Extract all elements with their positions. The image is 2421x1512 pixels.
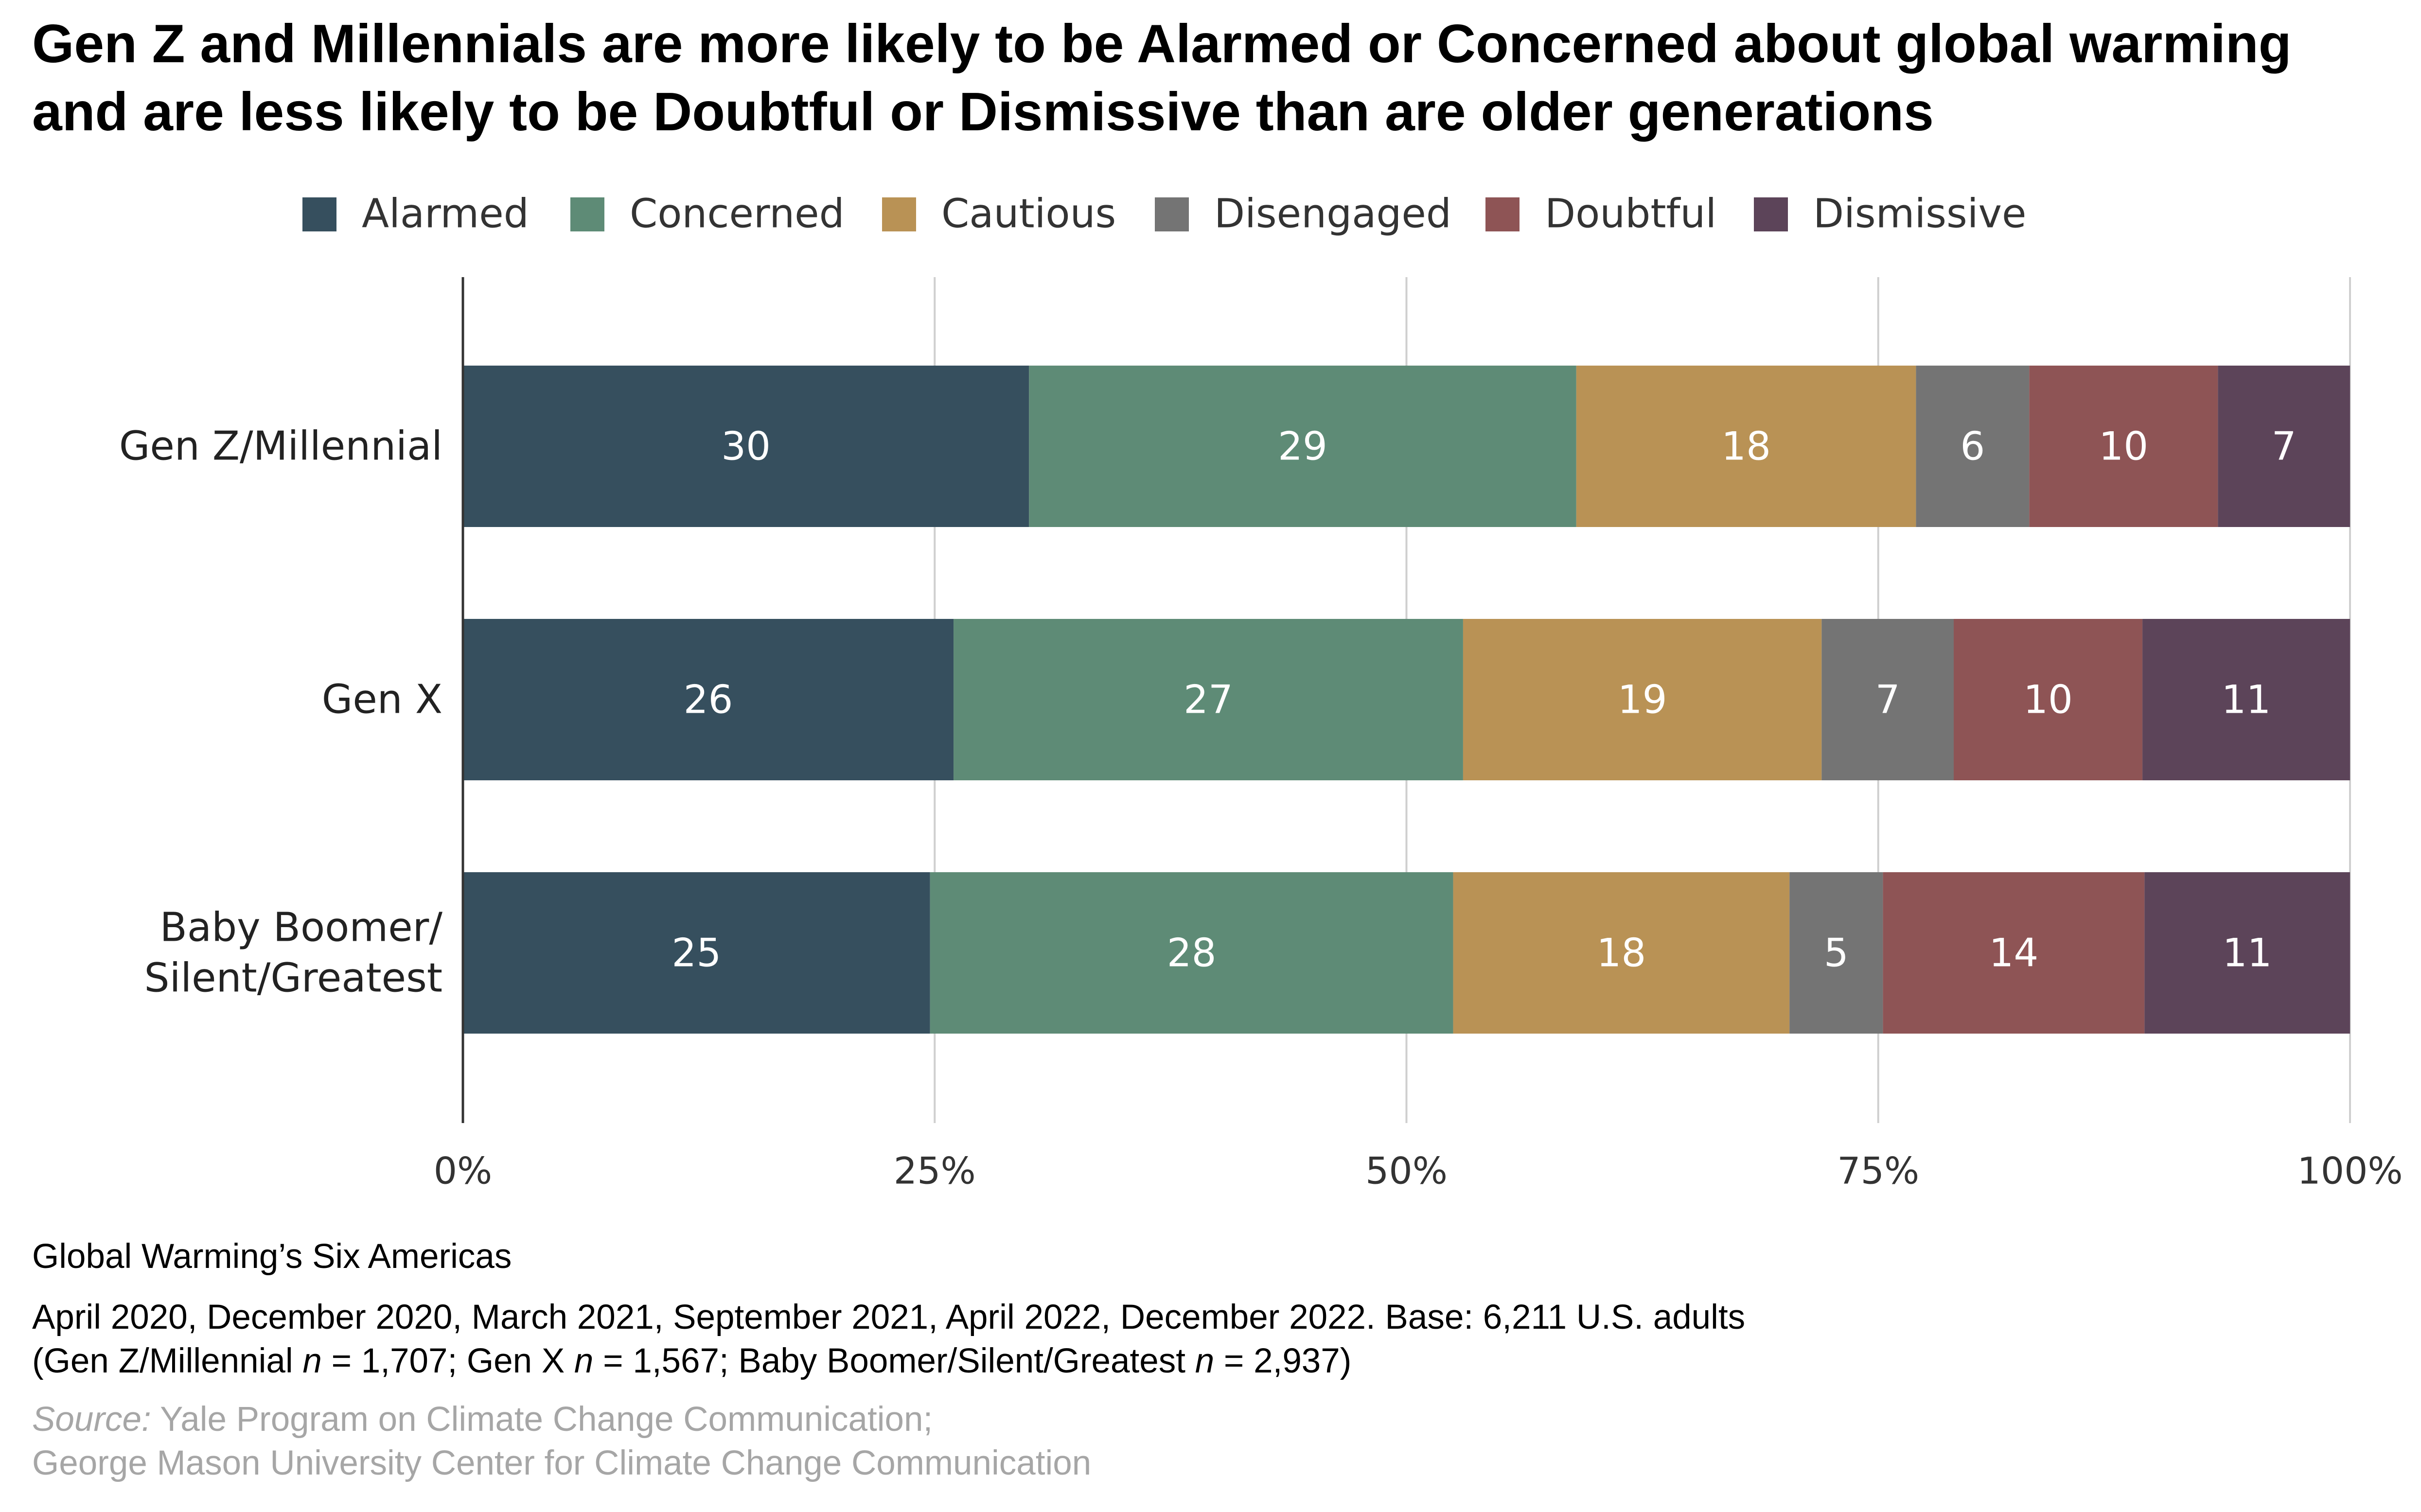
data-label: 10 — [2023, 677, 2073, 722]
data-label: 27 — [1184, 677, 1233, 722]
data-label: 7 — [1875, 677, 1900, 722]
bar-segment-concerned — [930, 872, 1453, 1034]
legend-label-disengaged: Disengaged — [1214, 191, 1451, 237]
data-label: 18 — [1596, 931, 1646, 976]
bar-segment-dismissive — [2142, 619, 2350, 780]
data-label: 14 — [1989, 931, 2038, 976]
legend-swatch-concerned — [570, 197, 604, 231]
legend: Alarmed Concerned Cautious Disengaged Doubtf… — [302, 191, 2027, 237]
data-label: 30 — [721, 424, 771, 469]
legend-label-dismissive: Dismissive — [1813, 191, 2027, 237]
n-symbol: n — [1195, 1342, 1215, 1380]
data-label: 10 — [2099, 424, 2148, 469]
data-label: 18 — [1721, 424, 1771, 469]
data-label: 11 — [2223, 931, 2272, 976]
legend-label-alarmed: Alarmed — [362, 191, 529, 237]
legend-swatch-alarmed — [302, 197, 336, 231]
legend-label-concerned: Concerned — [630, 191, 845, 237]
data-label: 28 — [1167, 931, 1217, 976]
category-label: Silent/Greatest — [144, 955, 442, 1002]
category-label: Gen X — [322, 677, 442, 723]
footer-source-line2: George Mason University Center for Clima… — [32, 1444, 1092, 1482]
chart-area: Alarmed Concerned Cautious Disengaged Doubtf… — [119, 191, 2403, 1193]
bar-segment-disengaged — [1821, 619, 1954, 780]
data-label: 7 — [2272, 424, 2297, 469]
x-tick-label: 100% — [2297, 1149, 2403, 1193]
bar-segment-doubtful — [1883, 872, 2145, 1034]
category-label: Baby Boomer/ — [160, 905, 443, 951]
bar-segment-dismissive — [2218, 366, 2350, 527]
data-label: 26 — [684, 677, 733, 722]
bar-segment-alarmed — [463, 366, 1029, 527]
bar-segment-cautious — [1576, 366, 1916, 527]
data-label: 19 — [1618, 677, 1667, 722]
x-tick-label: 25% — [894, 1149, 976, 1193]
footer-base-part3: = 2,937) — [1214, 1342, 1352, 1380]
bar-segment-disengaged — [1916, 366, 2030, 527]
bar-segment-doubtful — [2029, 366, 2218, 527]
bar-segment-dismissive — [2144, 872, 2350, 1034]
data-label: 5 — [1824, 931, 1849, 976]
category-label: Gen Z/Millennial — [119, 423, 442, 470]
data-label: 29 — [1278, 424, 1327, 469]
bar-segment-alarmed — [463, 619, 954, 780]
x-tick-label: 50% — [1365, 1149, 1448, 1193]
data-label: 6 — [1960, 424, 1985, 469]
bar-segment-concerned — [954, 619, 1463, 780]
legend-swatch-disengaged — [1155, 197, 1189, 231]
data-label: 11 — [2222, 677, 2271, 722]
bars: 30 29 18 6 10 7 Gen Z/Millennial 26 27 19 7 10 11 Gen… — [119, 366, 2350, 1034]
footer-base-prefix: (Gen Z/Millennial — [32, 1342, 303, 1380]
source-label: Source: — [32, 1400, 151, 1439]
footer-base-part2: = 1,567; Baby Boomer/Silent/Greatest — [593, 1342, 1195, 1380]
footer-title: Global Warming’s Six Americas — [32, 1237, 512, 1276]
legend-label-doubtful: Doubtful — [1545, 191, 1716, 237]
legend-swatch-cautious — [882, 197, 916, 231]
n-symbol: n — [574, 1342, 594, 1380]
footer-source-line1: Source: Yale Program on Climate Change C… — [32, 1398, 933, 1442]
legend-swatch-doubtful — [1485, 197, 1520, 231]
bar-segment-cautious — [1463, 619, 1822, 780]
bar-segment-disengaged — [1789, 872, 1883, 1034]
footer-dates: April 2020, December 2020, March 2021, S… — [32, 1298, 1746, 1336]
bar-segment-concerned — [1029, 366, 1576, 527]
x-tick-label: 75% — [1837, 1149, 1919, 1193]
chart-title: Gen Z and Millennials are more likely to… — [32, 14, 2292, 142]
legend-label-cautious: Cautious — [941, 191, 1116, 237]
n-symbol: n — [302, 1342, 322, 1380]
bar-segment-alarmed — [463, 872, 930, 1034]
source-line1-text: Yale Program on Climate Change Communica… — [151, 1400, 933, 1439]
x-tick-label: 0% — [434, 1149, 493, 1193]
legend-swatch-dismissive — [1754, 197, 1788, 231]
footer-base-part1: = 1,707; Gen X — [321, 1342, 574, 1380]
footer-sample-sizes: (Gen Z/Millennial n = 1,707; Gen X n = 1… — [32, 1339, 1351, 1383]
bar-segment-cautious — [1453, 872, 1790, 1034]
data-label: 25 — [672, 931, 721, 976]
bar-segment-doubtful — [1953, 619, 2143, 780]
